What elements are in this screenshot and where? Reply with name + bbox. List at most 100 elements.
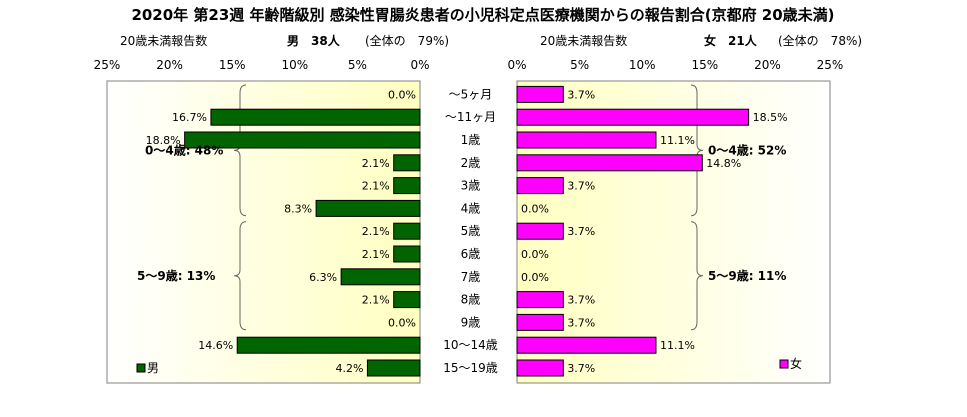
group-labels: 0～4歳: 48% 5～9歳: 13% 0～4歳: 52% 5～9歳: 11% xyxy=(137,142,786,282)
male-tick-label: 10% xyxy=(281,58,308,72)
female-tick-label: 10% xyxy=(629,58,656,72)
female-bar xyxy=(516,85,564,103)
female-bar xyxy=(516,154,703,172)
male-count: 男 38人 xyxy=(287,33,341,48)
female-tick-label: 20% xyxy=(754,58,781,72)
male-data-label: 2.1% xyxy=(362,225,390,238)
bars: 0.0% 3.7% 16.7% 18.5% 18.8% 11.1% 2.1% 14.8% 2.1… xyxy=(146,85,788,377)
female-data-label: 3.7% xyxy=(567,180,595,193)
male-data-label: 14.6% xyxy=(198,339,233,352)
female-data-label: 3.7% xyxy=(567,225,595,238)
female-data-label: 3.7% xyxy=(567,316,595,329)
female-tick-label: 15% xyxy=(691,58,718,72)
female-data-label: 3.7% xyxy=(567,362,595,375)
male-subtitle-label: 20歳未満報告数 xyxy=(120,33,207,48)
category-label: 5歳 xyxy=(461,224,481,238)
male-bar xyxy=(315,199,421,217)
category-label: ～11ヶ月 xyxy=(445,110,496,124)
male-bar xyxy=(210,108,421,126)
female-ratio: (全体の 78%) xyxy=(778,33,862,48)
female-legend-swatch xyxy=(779,359,789,369)
female-bar xyxy=(516,359,564,377)
group-brace xyxy=(690,221,704,331)
female-tick-label: 5% xyxy=(570,58,589,72)
female-data-label: 0.0% xyxy=(521,271,549,284)
female-data-label: 0.0% xyxy=(521,248,549,261)
female-plot-area xyxy=(516,80,831,384)
male-bar xyxy=(184,131,421,149)
female-data-label: 3.7% xyxy=(567,88,595,101)
category-label: 8歳 xyxy=(461,293,481,307)
male-tick-label: 5% xyxy=(348,58,367,72)
male-legend-swatch xyxy=(136,363,146,373)
female-bar xyxy=(516,222,564,240)
male-bar xyxy=(393,154,421,172)
female-bar xyxy=(516,177,564,195)
male-legend-label: 男 xyxy=(147,361,159,375)
male-group-label-0-4: 0～4歳: 48% xyxy=(145,142,223,157)
female-bar xyxy=(516,291,564,309)
male-data-label: 2.1% xyxy=(362,294,390,307)
female-bar xyxy=(516,131,657,149)
male-data-label: 6.3% xyxy=(309,271,337,284)
male-data-label: 16.7% xyxy=(172,111,207,124)
category-label: 2歳 xyxy=(461,156,481,170)
female-group-label-0-4: 0～4歳: 52% xyxy=(708,142,786,157)
chart-title: 2020年 第23週 年齢階級別 感染性胃腸炎患者の小児科定点医療機関からの報告… xyxy=(131,6,834,24)
female-tick-label: 25% xyxy=(817,58,844,72)
male-data-label: 8.3% xyxy=(284,202,312,215)
female-tick-label: 0% xyxy=(507,58,526,72)
male-data-label: 4.2% xyxy=(335,362,363,375)
group-brace xyxy=(233,221,247,331)
male-ratio: (全体の 79%) xyxy=(365,33,449,48)
group-brace xyxy=(690,84,704,217)
male-bar xyxy=(366,359,421,377)
female-data-label: 14.8% xyxy=(706,157,741,170)
female-data-label: 18.5% xyxy=(753,111,788,124)
category-label: 9歳 xyxy=(461,315,481,329)
female-data-label: 3.7% xyxy=(567,294,595,307)
male-tick-label: 15% xyxy=(219,58,246,72)
male-data-label: 2.1% xyxy=(362,180,390,193)
category-label: 4歳 xyxy=(461,201,481,215)
male-data-label: 18.8% xyxy=(146,134,181,147)
group-braces xyxy=(233,84,704,331)
female-bar xyxy=(516,313,564,331)
category-labels: ～5ヶ月 ～11ヶ月 1歳 2歳 3歳 4歳 5歳 6歳 7歳 8歳 9歳 10～14歳 15～19歳 xyxy=(443,87,498,375)
female-axis-ticks: 0% 5% 10% 15% 20% 25% xyxy=(507,58,843,72)
category-label: ～5ヶ月 xyxy=(449,87,493,101)
male-data-label: 0.0% xyxy=(388,88,416,101)
female-subtitle-label: 20歳未満報告数 xyxy=(540,33,627,48)
male-tick-label: 0% xyxy=(410,58,429,72)
male-bar xyxy=(393,245,421,263)
category-label: 3歳 xyxy=(461,179,481,193)
male-bar xyxy=(393,222,421,240)
male-plot-area xyxy=(106,80,421,384)
male-axis-ticks: 25% 20% 15% 10% 5% 0% xyxy=(94,58,430,72)
male-bar xyxy=(393,177,421,195)
category-label: 15～19歳 xyxy=(443,361,498,375)
male-bar xyxy=(393,291,421,309)
female-data-label: 11.1% xyxy=(660,339,695,352)
female-bar xyxy=(516,336,657,354)
male-bar xyxy=(236,336,421,354)
female-group-label-5-9: 5～9歳: 11% xyxy=(708,268,786,283)
category-label: 7歳 xyxy=(461,270,481,284)
male-data-label: 0.0% xyxy=(388,316,416,329)
category-label: 6歳 xyxy=(461,247,481,261)
female-data-label: 11.1% xyxy=(660,134,695,147)
male-data-label: 2.1% xyxy=(362,157,390,170)
category-label: 10～14歳 xyxy=(443,338,498,352)
male-group-label-5-9: 5～9歳: 13% xyxy=(137,268,215,283)
male-tick-label: 20% xyxy=(156,58,183,72)
female-count: 女 21人 xyxy=(704,33,758,48)
male-data-label: 2.1% xyxy=(362,248,390,261)
male-tick-label: 25% xyxy=(94,58,121,72)
female-legend-label: 女 xyxy=(790,356,802,371)
male-bar xyxy=(340,268,421,286)
female-bar xyxy=(516,108,750,126)
female-data-label: 0.0% xyxy=(521,202,549,215)
group-brace xyxy=(233,84,247,217)
category-label: 1歳 xyxy=(461,133,481,147)
